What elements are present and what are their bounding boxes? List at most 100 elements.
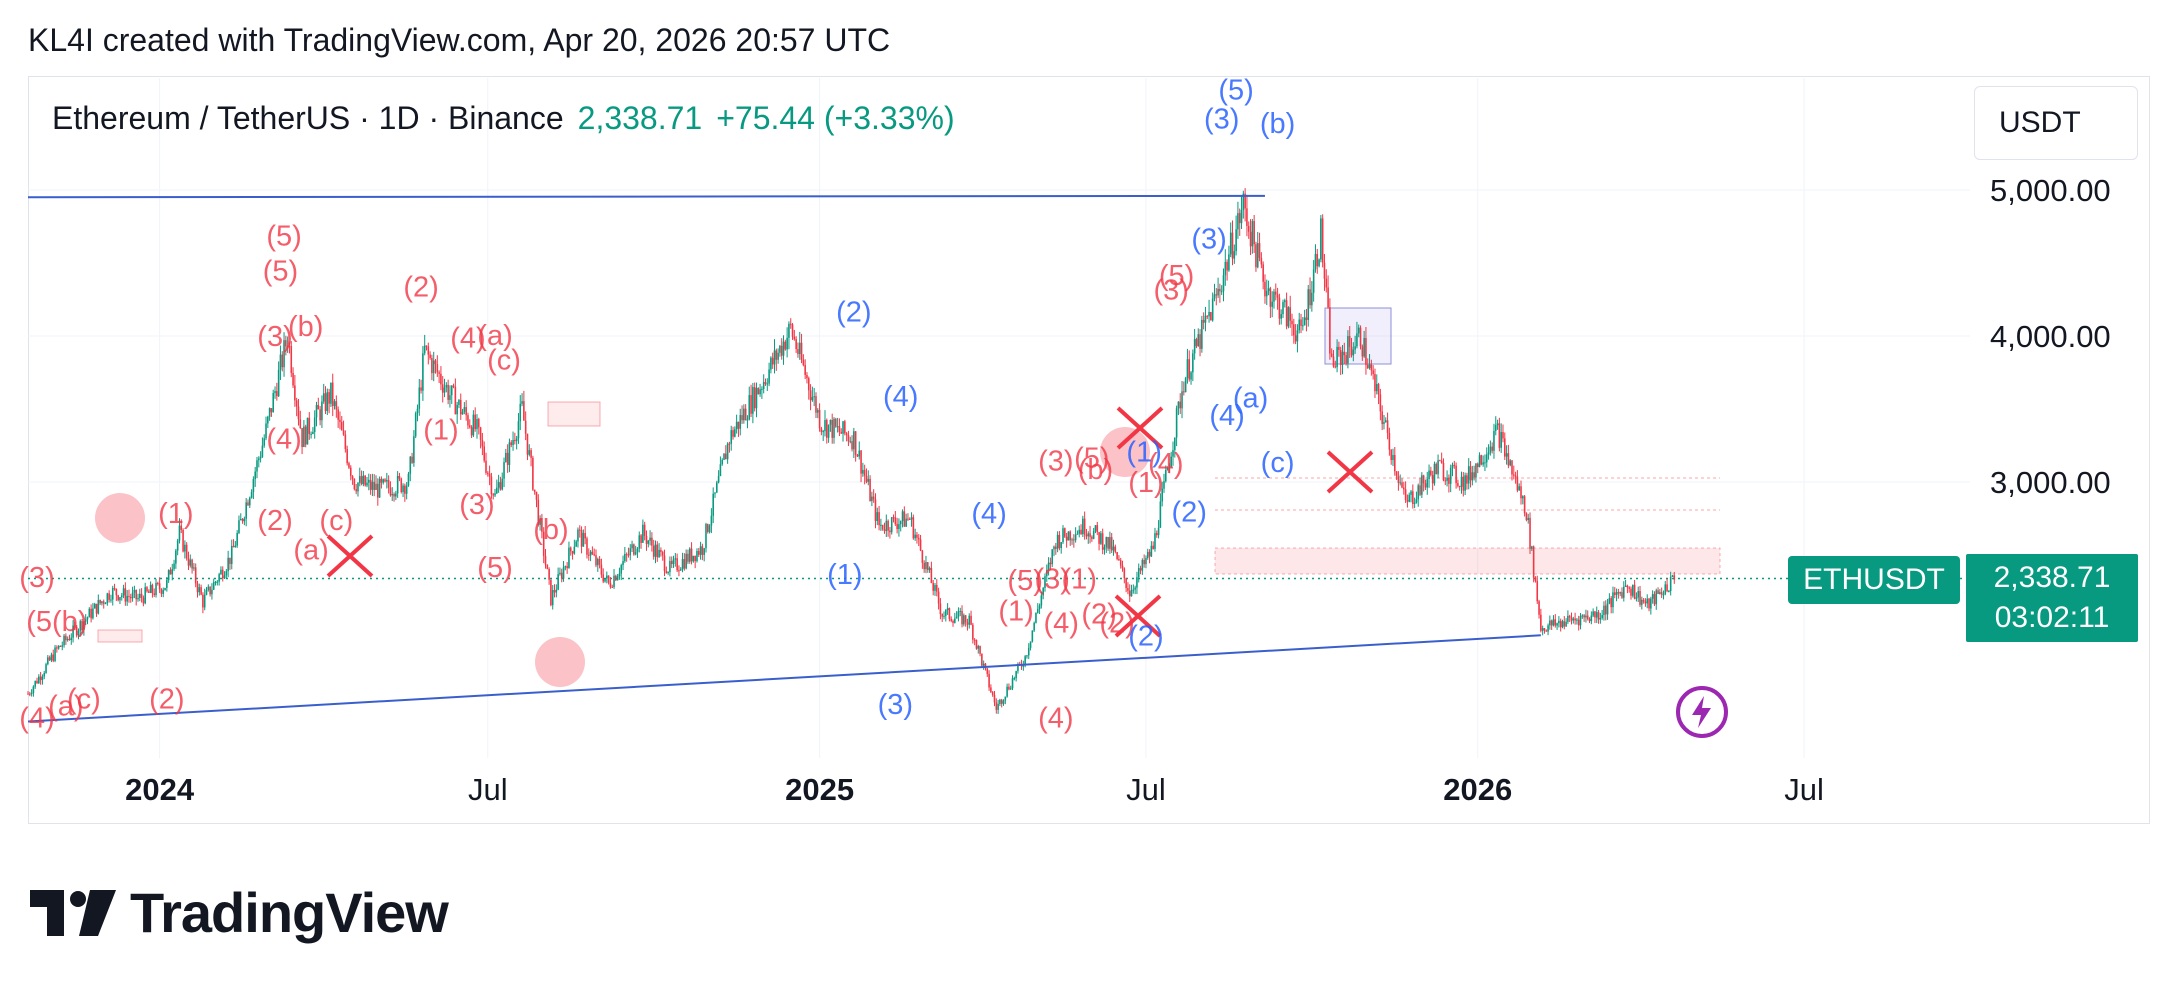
- candle-body: [416, 408, 419, 414]
- candle-body: [1637, 591, 1640, 598]
- candle-body: [1525, 513, 1528, 521]
- candle-body: [337, 409, 339, 420]
- candle-body: [304, 426, 307, 445]
- candle-body: [631, 544, 633, 549]
- candle-body: [961, 610, 963, 625]
- candle-body: [706, 524, 709, 533]
- candle-body: [1666, 584, 1668, 592]
- wave-label-red: (2): [257, 505, 292, 537]
- candle-body: [551, 590, 554, 606]
- tradingview-wordmark: TradingView: [130, 881, 449, 944]
- candle-body: [358, 476, 361, 483]
- tradingview-logo[interactable]: TradingView: [30, 880, 449, 945]
- candle-body: [954, 618, 956, 623]
- candle-body: [1076, 533, 1079, 535]
- candle-body: [1559, 620, 1562, 628]
- candle-body: [1092, 531, 1095, 539]
- candle-body: [30, 693, 33, 695]
- candle-body: [68, 638, 71, 641]
- candle-body: [467, 415, 469, 426]
- candle-body: [685, 553, 687, 569]
- wave-label-blue: (3): [1204, 104, 1239, 136]
- candle-body: [41, 676, 44, 681]
- candle-body: [1635, 597, 1638, 599]
- candle-body: [757, 387, 760, 395]
- wave-label-blue: (4): [1209, 400, 1244, 432]
- candle-body: [1478, 455, 1481, 468]
- candle-body: [1139, 568, 1142, 571]
- candle-body: [1437, 460, 1439, 475]
- candle-body: [432, 360, 435, 374]
- candle-body: [652, 545, 655, 557]
- trendline[interactable]: [27, 194, 1265, 199]
- candle-body: [135, 589, 137, 600]
- candle-body: [573, 546, 576, 554]
- wave-label-blue: (c): [1261, 447, 1295, 479]
- candle-body: [59, 645, 62, 647]
- candle-body: [1323, 262, 1326, 279]
- candle-body: [1096, 525, 1099, 533]
- candle-body: [436, 364, 439, 373]
- candle-body: [1318, 259, 1320, 267]
- candle-body: [782, 341, 785, 356]
- candle-body: [1202, 319, 1205, 323]
- candle-body: [1511, 460, 1513, 475]
- lightning-bolt-icon[interactable]: [1676, 686, 1728, 738]
- wave-label-blue: (3): [1191, 223, 1226, 255]
- candle-body: [752, 387, 754, 414]
- candle-body: [458, 399, 460, 405]
- candle-body: [340, 421, 343, 431]
- candle-body: [1471, 472, 1474, 481]
- candle-body: [690, 548, 693, 562]
- candle-body: [1042, 587, 1044, 596]
- candle-body: [1017, 663, 1019, 672]
- candle-body: [1413, 502, 1416, 504]
- candle-body: [1172, 450, 1174, 457]
- candle-body: [788, 323, 790, 338]
- candle-body: [1083, 518, 1086, 535]
- chart-frame[interactable]: [28, 76, 2150, 824]
- candle-body: [587, 554, 590, 556]
- candle-body: [205, 589, 208, 595]
- candle-body: [1574, 618, 1576, 621]
- candle-body: [429, 354, 431, 359]
- candle-body: [1669, 576, 1672, 592]
- candle-body: [1507, 453, 1510, 466]
- candle-body: [353, 478, 356, 490]
- candle-body: [1276, 294, 1279, 298]
- candle-body: [988, 673, 990, 688]
- candle-body: [398, 476, 401, 479]
- candle-body: [1668, 591, 1670, 593]
- candle-body: [825, 420, 828, 438]
- candle-body: [1291, 320, 1293, 325]
- candle-body: [497, 482, 500, 488]
- candle-body: [645, 535, 648, 544]
- candle-body: [770, 357, 772, 370]
- x-tick-label: 2024: [125, 772, 195, 807]
- candle-body: [1282, 302, 1284, 315]
- candle-body: [948, 608, 951, 619]
- candle-body: [580, 530, 583, 547]
- bar-countdown: 03:02:11: [1994, 601, 2110, 634]
- candle-body: [907, 518, 909, 520]
- candle-body: [1148, 551, 1151, 557]
- currency-button[interactable]: USDT: [1974, 86, 2138, 160]
- candle-body: [981, 653, 983, 666]
- candle-body: [889, 530, 891, 533]
- candle-body: [862, 469, 864, 474]
- candle-body: [982, 663, 985, 666]
- candle-body: [681, 559, 684, 570]
- candle-body: [1493, 430, 1495, 451]
- candle-body: [277, 369, 280, 397]
- trendline[interactable]: [27, 634, 1541, 723]
- candle-body: [138, 593, 141, 598]
- candle-body: [1116, 552, 1118, 560]
- wave-label-red: (3): [257, 321, 292, 353]
- candle-body: [72, 625, 74, 638]
- candle-body: [427, 346, 430, 355]
- candle-body: [1406, 499, 1409, 502]
- candle-body: [1498, 423, 1501, 448]
- candle-body: [1027, 647, 1030, 656]
- candle-body: [1384, 420, 1387, 423]
